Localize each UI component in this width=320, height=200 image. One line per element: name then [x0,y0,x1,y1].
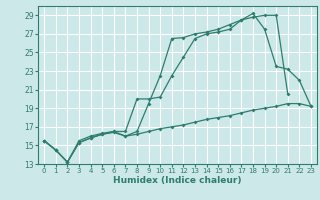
X-axis label: Humidex (Indice chaleur): Humidex (Indice chaleur) [113,176,242,185]
